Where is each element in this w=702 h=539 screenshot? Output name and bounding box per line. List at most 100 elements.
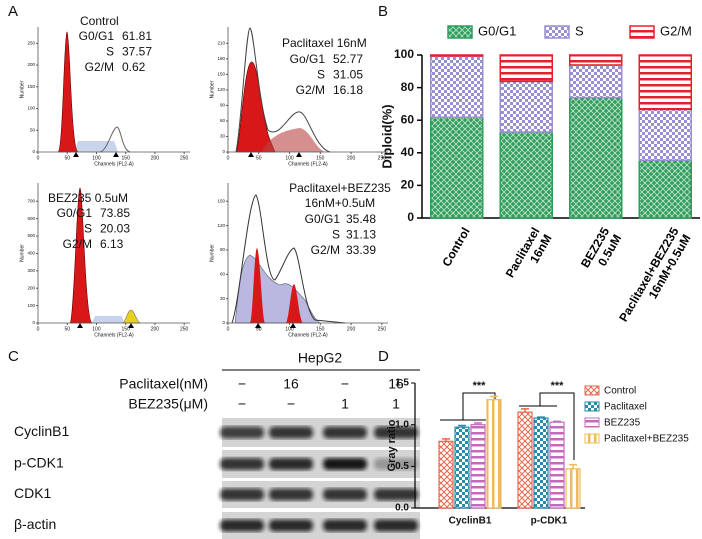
bar: [486, 399, 502, 509]
y-tick-label: 120: [217, 223, 225, 228]
bar-segment: [430, 116, 484, 219]
phase-value: 16.18: [333, 83, 363, 97]
bar: [454, 426, 470, 509]
lane-label: 16: [388, 376, 404, 392]
phase-value: 73.85: [100, 206, 130, 220]
legend-swatch: [544, 25, 570, 39]
g2-peak: [286, 284, 303, 323]
lane-label: 16: [283, 376, 299, 392]
legend-swatch: [584, 433, 600, 444]
x-tick-label: p-CDK1: [531, 516, 568, 527]
phase-value: 61.81: [122, 29, 152, 43]
bar-segment: [569, 54, 623, 66]
x-tick-label: 50: [256, 155, 262, 161]
outline: [235, 27, 331, 153]
x-tick-label: 250: [180, 155, 189, 161]
phase-value: 6.13: [100, 237, 124, 251]
plot-title: Paclitaxel+BEZ235: [289, 181, 391, 195]
phase-label: S: [317, 68, 325, 82]
lane-label: 1: [392, 396, 400, 412]
plot-title: Paclitaxel 16nM: [282, 36, 367, 50]
g1-peak: [57, 31, 79, 153]
legend-swatch: [629, 25, 655, 39]
bar: [565, 468, 581, 509]
y-tick-label: 100: [27, 303, 35, 308]
y-tick-label: 600: [27, 216, 35, 221]
x-tick-label: 150: [316, 326, 325, 332]
g2-peak: [262, 128, 325, 152]
bar-segment: [499, 131, 553, 219]
band-label: p-CDK1: [14, 455, 64, 471]
legend-label: Paclitaxel: [604, 402, 647, 413]
y-axis-label: Number: [209, 80, 215, 98]
phase-value: 20.03: [100, 222, 130, 236]
bar-segment: [638, 159, 692, 219]
significance: ***: [473, 380, 487, 392]
y-tick-label: 30: [220, 134, 226, 139]
blot-band: [269, 426, 313, 439]
phase-value: 33.39: [346, 243, 376, 257]
y-tick-label: 60: [401, 112, 415, 126]
legend-label: Control: [604, 386, 636, 397]
phase-label: G2/M: [296, 83, 325, 97]
error-bar: [553, 420, 561, 423]
lane-label: −: [341, 376, 349, 392]
x-tick-label: 100: [285, 326, 294, 332]
bar: [549, 421, 565, 509]
g2-peak: [122, 309, 141, 324]
panel-label: D: [378, 348, 389, 365]
phase-label: G0/G1: [79, 29, 115, 43]
bar: [517, 411, 533, 509]
lane-label: 1: [341, 396, 349, 412]
y-tick-label: 0: [407, 210, 414, 224]
plot-title: BEZ235 0.5uM: [48, 191, 128, 205]
significance-brackets: [440, 392, 575, 460]
g1-peak: [69, 187, 93, 324]
lane-label: −: [238, 396, 246, 412]
legend-label: G2/M: [660, 23, 692, 38]
band-label: β-actin: [14, 516, 56, 532]
s-phase: [92, 316, 124, 323]
blot-band: [374, 519, 418, 532]
blot-band: [323, 458, 367, 470]
histograms: [57, 27, 346, 328]
blot-band: [323, 426, 367, 439]
y-tick-label: 210: [217, 40, 225, 45]
x-tick-label: 50: [256, 326, 262, 332]
legend-label: Paclitaxel+BEZ235: [604, 434, 689, 445]
band-label: CDK1: [14, 485, 52, 501]
x-tick-label: 250: [180, 326, 189, 332]
x-tick-label: 0: [37, 155, 40, 161]
y-tick-label: 200: [27, 285, 35, 290]
bar: [438, 440, 454, 509]
blot-band: [374, 488, 418, 501]
y-tick-label: 80: [401, 80, 415, 94]
bar-segment: [569, 96, 623, 219]
legend-label: S: [575, 23, 584, 38]
y-tick-label: 180: [217, 56, 225, 61]
x-tick-label: 0: [227, 155, 230, 161]
legend-swatch: [584, 417, 600, 428]
lane-label: −: [287, 396, 295, 412]
error-bar: [442, 438, 450, 442]
phase-label: G2/M: [63, 237, 92, 251]
x-tick-label: 150: [122, 155, 131, 161]
phase-label: G2/M: [85, 60, 114, 74]
panel-label: A: [8, 3, 18, 20]
y-axis-label: Number: [19, 244, 25, 262]
panel-label: B: [378, 3, 388, 20]
y-axis-label: Number: [19, 80, 25, 98]
x-tick-label: 250: [378, 155, 387, 161]
error-bar: [569, 463, 577, 469]
x-tick-label: 100: [92, 326, 101, 332]
blot-band: [220, 426, 264, 439]
legend-swatch: [584, 385, 600, 396]
plot-title: Control: [80, 14, 119, 28]
y-tick-label: 100: [394, 47, 414, 61]
y-tick-label: 30: [220, 296, 226, 301]
blot-band: [269, 458, 313, 470]
x-tick-label: 0: [37, 326, 40, 332]
phase-label: G2/M: [311, 243, 340, 257]
treatment-label: BEZ235(μM): [128, 396, 208, 412]
blot-title: HepG2: [298, 350, 343, 366]
